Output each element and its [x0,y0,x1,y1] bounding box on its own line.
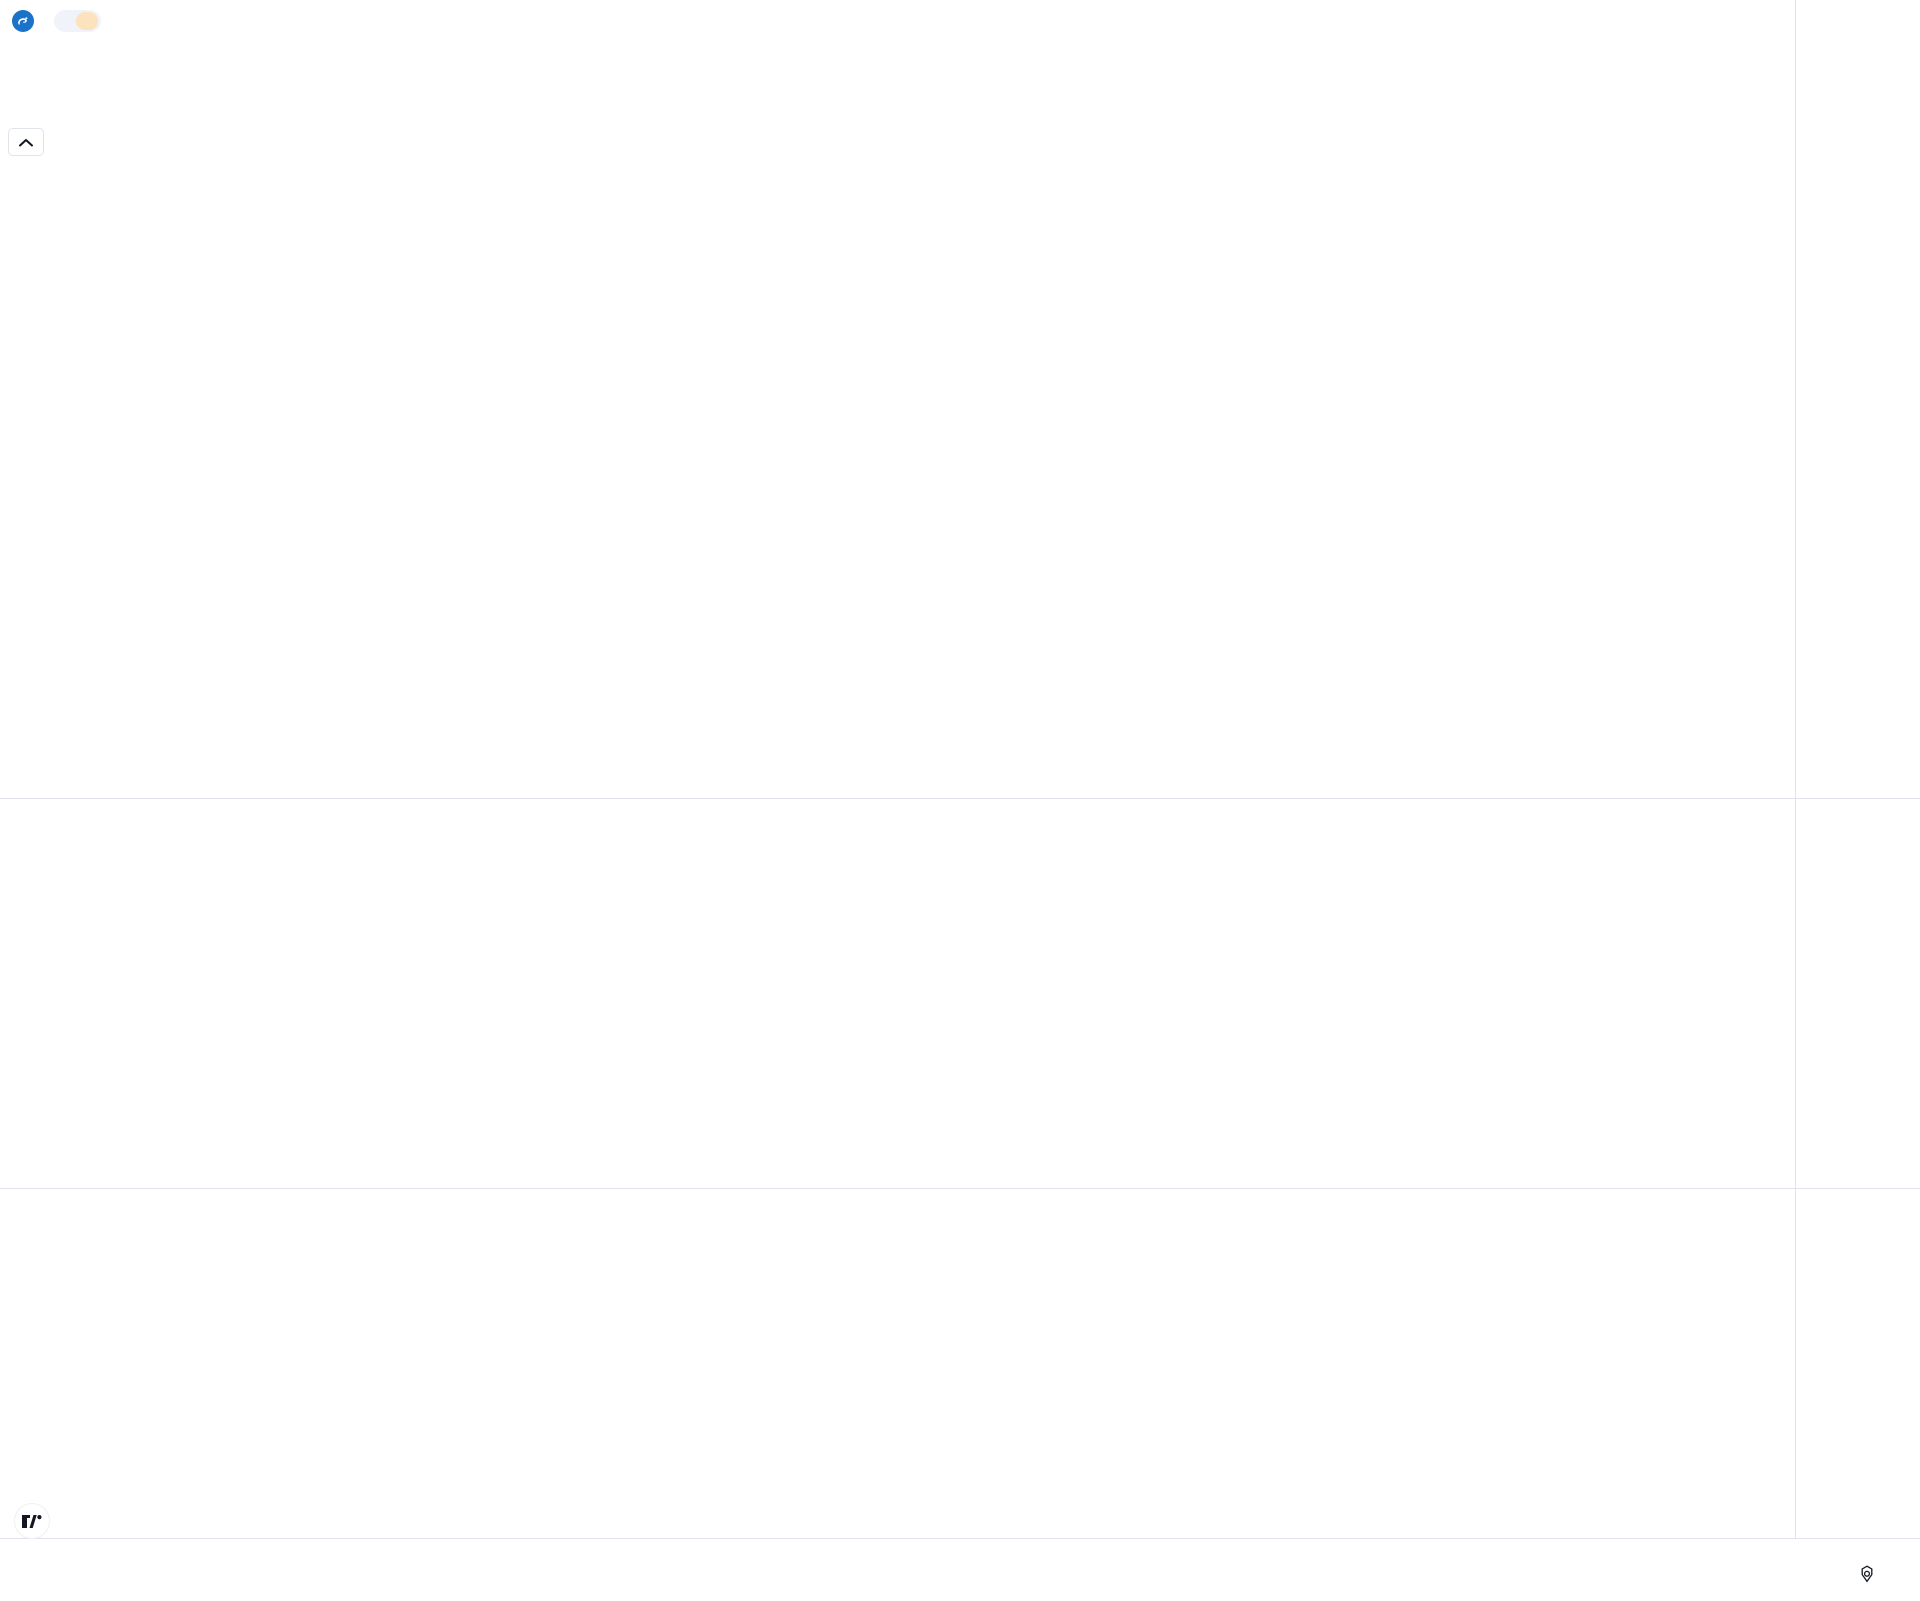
macd-pane [0,798,1920,1189]
rsi-plot-area[interactable] [0,1189,1796,1539]
price-chart-canvas [0,0,1796,798]
price-pane [0,0,1920,798]
gear-icon[interactable] [1856,1563,1878,1585]
rsi-axis[interactable] [1796,1189,1920,1539]
price-axis[interactable] [1796,0,1920,798]
time-axis[interactable] [0,1503,1920,1601]
rsi-axis-divider [1795,1189,1796,1539]
collapse-legend-button[interactable] [8,128,44,156]
chevron-up-icon [19,138,33,146]
macd-axis-divider [1795,799,1796,1189]
macd-axis[interactable] [1796,799,1920,1189]
price-plot-area[interactable] [0,0,1796,798]
price-axis-divider [1795,0,1796,798]
tradingview-logo-icon[interactable] [14,1503,50,1539]
macd-chart-canvas [0,799,1796,1189]
macd-plot-area[interactable] [0,799,1796,1189]
rsi-pane [0,1188,1920,1539]
rsi-chart-canvas [0,1189,1796,1539]
